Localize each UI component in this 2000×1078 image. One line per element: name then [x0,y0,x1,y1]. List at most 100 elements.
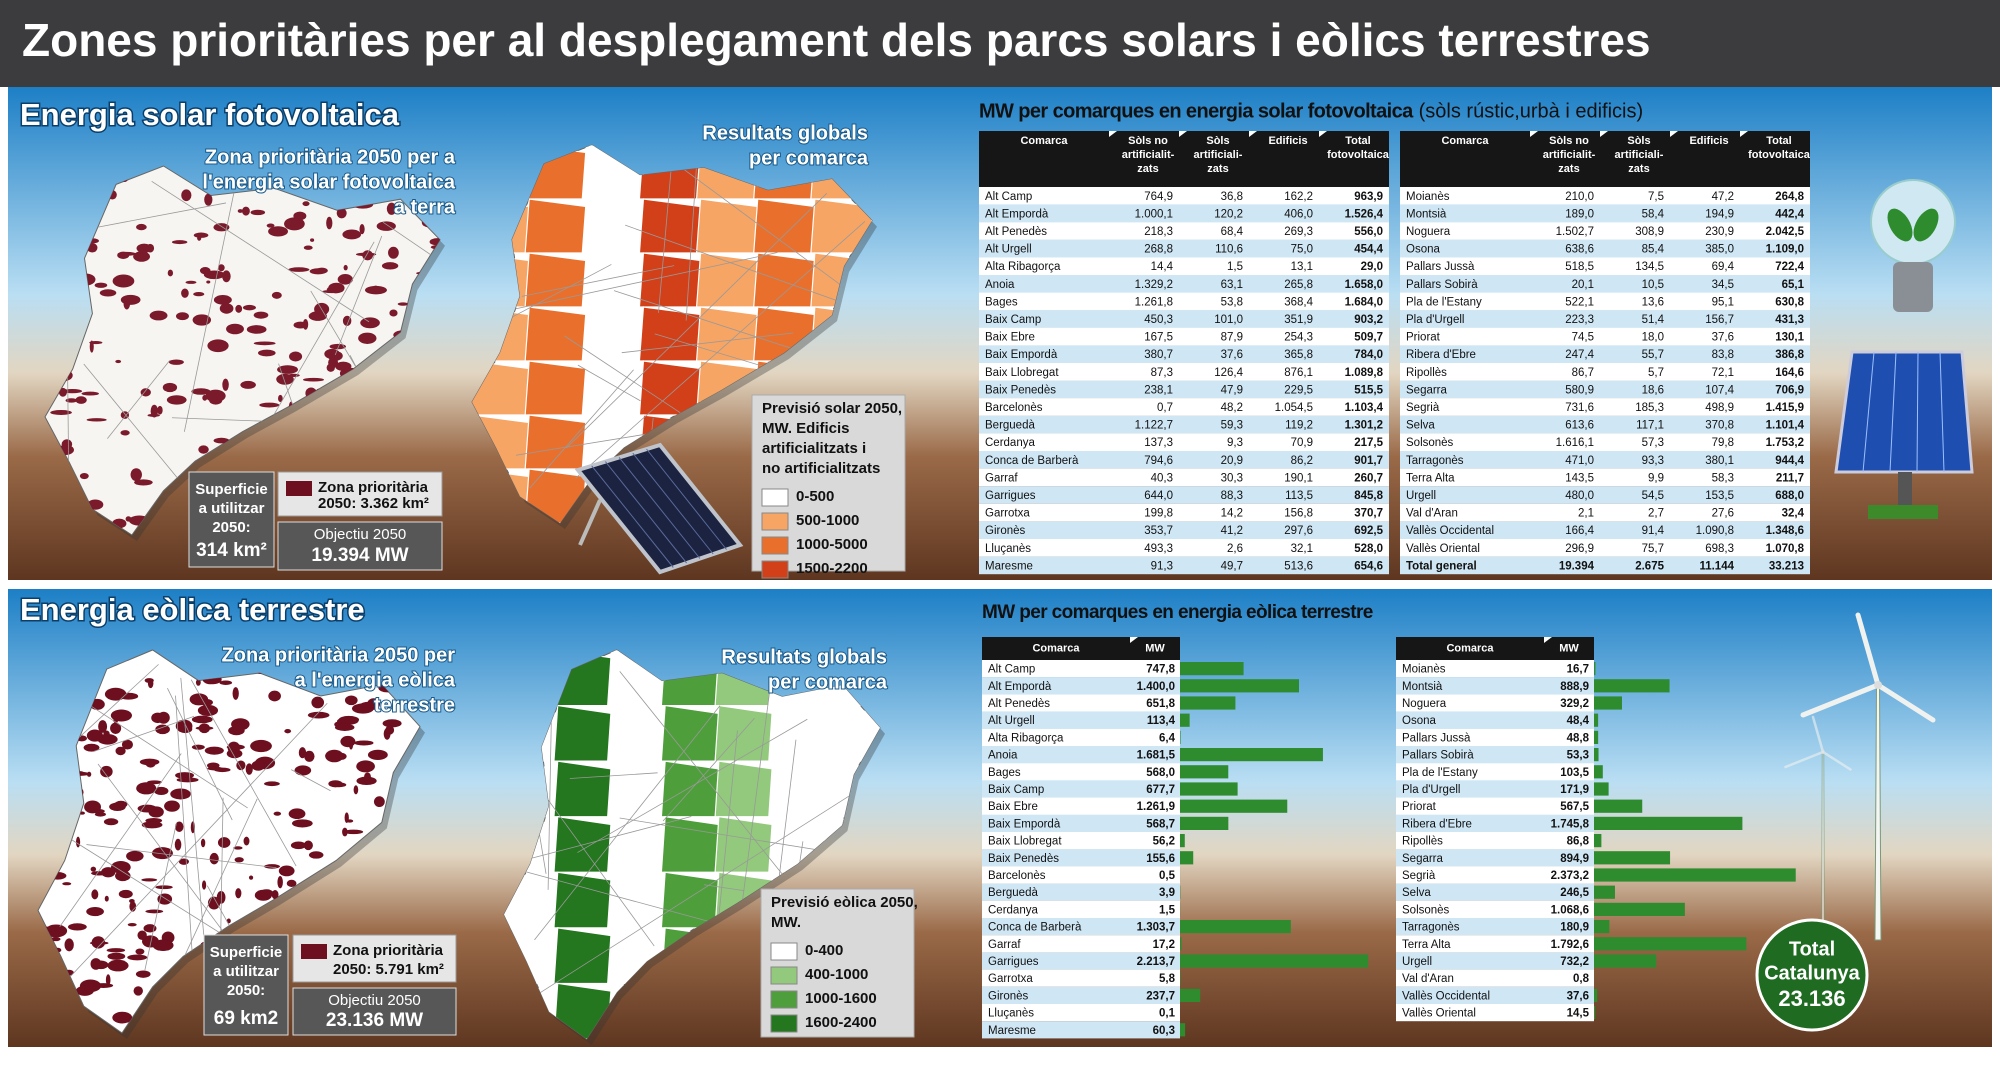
map-spot [103,818,119,826]
map-spot [235,888,242,899]
row-name: Gironès [988,990,1029,1002]
panel-cell [1916,351,1919,473]
map-region [607,816,666,873]
map-spot [308,851,324,859]
table-row [979,327,1389,346]
cell-value: 86,2 [1291,455,1313,467]
map-spot [64,938,74,952]
value-label: 0,1 [1159,1008,1176,1020]
cell-value: 199,8 [1144,508,1173,520]
table-row [1400,380,1810,399]
row-name: Bages [985,296,1018,308]
table-row [1400,363,1810,381]
map-spot [133,986,143,996]
map-border [569,772,658,779]
bar [1180,696,1236,710]
value-label: 14,5 [1567,1008,1590,1020]
column-header: fotovoltaica [1327,149,1390,161]
cell-value: 113,5 [1285,490,1313,502]
map-spot [134,479,153,486]
row-name: Alt Penedès [985,226,1047,238]
map-spot [157,405,163,415]
cell-value: 254,3 [1284,332,1313,344]
cell-value: 1.089,8 [1345,367,1384,379]
turbine-tower [1874,684,1882,941]
cell-value: 963,9 [1354,191,1383,203]
column-header: MW [1145,642,1165,654]
map-spot [115,746,126,756]
cell-value: 65,1 [1782,279,1805,291]
cell-value: 130,1 [1775,332,1804,344]
cell-value: 101,0 [1214,314,1243,326]
bar [1180,988,1201,1002]
cell-value: 156,8 [1284,508,1313,520]
map-spot [217,837,231,848]
table-row [982,797,1180,815]
map-border [107,360,171,439]
table-row [1400,239,1810,258]
map-spot [171,240,188,245]
cell-value: 638,6 [1565,244,1594,256]
row-name: Ripollès [1402,836,1443,848]
cell-value: 49,7 [1221,560,1243,572]
map-spot [149,310,168,321]
map-spot [195,679,201,686]
cell-value: 1.329,2 [1135,279,1173,291]
table-row [1396,763,1594,781]
column-header: zats [1137,163,1158,175]
cell-value: 189,0 [1565,208,1594,220]
header-corner [1530,131,1538,137]
bar [1180,851,1194,865]
row-name: Vallès Occidental [1406,525,1494,537]
map-spot [273,811,282,816]
value-label: 6,4 [1159,732,1176,744]
table-row [1396,797,1594,815]
cell-value: 1.054,5 [1275,402,1313,414]
cell-value: 513,6 [1284,560,1313,572]
row-name: Total general [1406,560,1477,572]
cell-value: 47,2 [1712,191,1734,203]
map-spot [110,860,131,874]
map-spot [115,359,122,364]
cell-value: 944,4 [1775,455,1804,467]
map-region [695,198,759,254]
map-region [768,704,827,762]
map-spot [112,274,135,288]
map-spot [176,777,199,783]
cell-value: 13,6 [1642,296,1664,308]
cell-value: 54,5 [1642,490,1664,502]
map-spot [245,763,253,775]
cell-value: 10,5 [1642,279,1664,291]
map-spot [248,875,254,880]
cell-value: 143,5 [1565,472,1594,484]
row-name: Barcelonès [988,870,1046,882]
cell-value: 18,0 [1642,332,1664,344]
map-border [566,193,828,449]
row-name: Conca de Barberà [988,922,1082,934]
row-name: Baix Camp [988,784,1044,796]
value-label: 567,5 [1560,801,1589,813]
table-row [979,363,1389,381]
row-name: Urgell [1402,956,1432,968]
cell-value: 1.753,2 [1766,437,1804,449]
map-spot [303,245,313,250]
legend-label: 500-1000 [796,512,859,529]
map-region [607,871,666,929]
map-spot [278,394,283,403]
map-spot [175,821,184,833]
map-border [669,158,863,302]
table-row [982,969,1180,987]
cell-value: 230,9 [1705,226,1734,238]
map-spot [235,304,243,313]
value-label: 56,2 [1153,836,1175,848]
row-name: Pallars Jussà [1406,261,1475,273]
row-name: Ribera d'Ebre [1406,349,1476,361]
map-spot [101,867,116,878]
map-spot [243,836,250,846]
map-spot [253,341,276,346]
map-spot [286,879,297,887]
table-header [1400,131,1810,187]
header-corner [1249,131,1257,137]
row-name: Anoia [985,279,1015,291]
map-spot [50,937,61,942]
